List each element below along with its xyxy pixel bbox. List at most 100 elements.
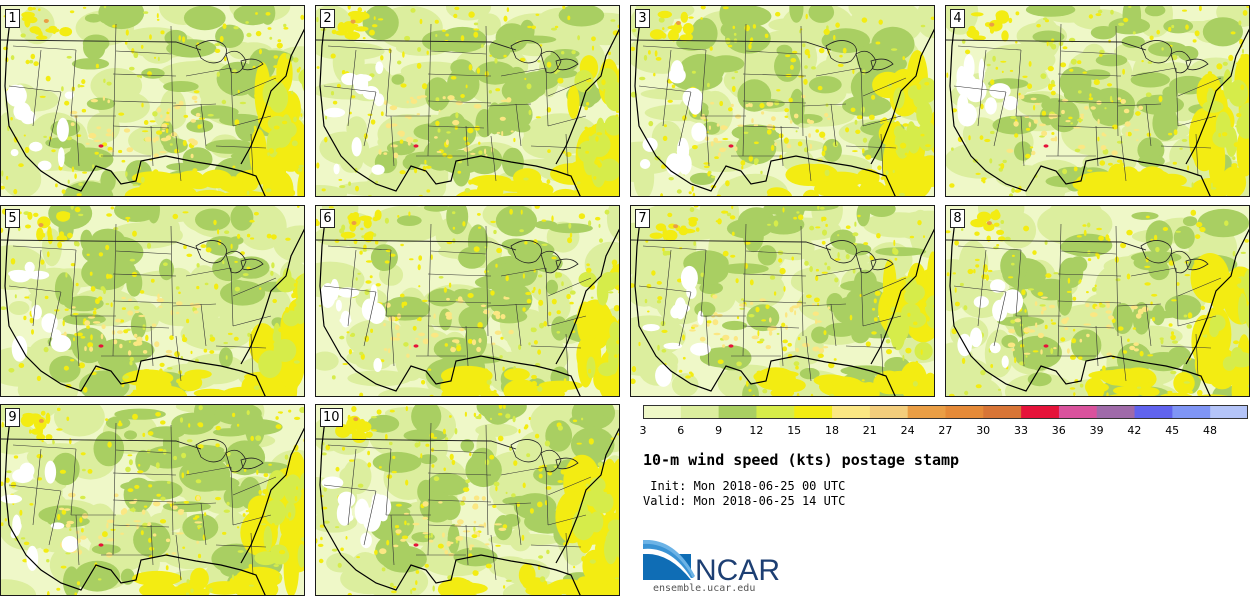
wind-speed-patch	[909, 367, 916, 373]
member-map-panel[interactable]: 8	[945, 205, 1250, 397]
wind-speed-patch	[456, 345, 462, 352]
wind-speed-patch	[92, 321, 101, 324]
member-map-panel[interactable]: 10	[315, 404, 620, 596]
wind-speed-patch	[20, 110, 36, 125]
wind-speed-patch	[139, 290, 145, 294]
wind-speed-patch	[190, 350, 193, 355]
wind-speed-patch	[279, 574, 282, 581]
wind-speed-patch	[44, 295, 49, 300]
colorbar-swatch	[945, 405, 984, 419]
wind-speed-patch	[475, 61, 516, 85]
wind-speed-patch	[224, 230, 230, 234]
wind-speed-patch	[558, 6, 605, 27]
wind-speed-patch	[604, 315, 607, 321]
wind-speed-patch	[845, 254, 850, 260]
wind-speed-patch	[391, 590, 397, 594]
wind-speed-patch	[1116, 159, 1123, 163]
wind-speed-patch	[383, 152, 388, 155]
wind-speed-patch	[1148, 41, 1187, 57]
wind-speed-patch	[1033, 104, 1036, 111]
wind-speed-patch	[294, 496, 298, 502]
member-map-panel[interactable]: 3	[630, 5, 935, 197]
wind-speed-patch	[452, 226, 456, 230]
member-number-label: 7	[635, 209, 650, 228]
wind-speed-patch	[584, 126, 588, 130]
wind-speed-patch	[23, 315, 27, 321]
wind-speed-patch	[346, 331, 350, 334]
wind-speed-patch	[1144, 282, 1151, 286]
wind-speed-patch	[165, 565, 169, 571]
wind-speed-patch	[877, 165, 882, 171]
wind-speed-patch	[655, 364, 672, 387]
wind-speed-patch	[550, 163, 595, 185]
wind-speed-patch	[503, 54, 507, 58]
wind-speed-patch	[160, 30, 165, 35]
wind-speed-patch	[492, 504, 497, 508]
wind-speed-patch	[746, 380, 749, 387]
wind-speed-patch	[253, 126, 257, 131]
wind-speed-patch	[435, 97, 440, 102]
wind-speed-patch	[585, 150, 589, 154]
wind-speed-patch	[905, 311, 927, 328]
wind-speed-patch	[178, 444, 225, 455]
member-map-panel[interactable]: 2	[315, 5, 620, 197]
wind-speed-patch	[719, 100, 724, 107]
wind-speed-patch	[1043, 17, 1048, 21]
wind-speed-patch	[195, 479, 202, 484]
wind-speed-patch	[1021, 289, 1026, 296]
wind-speed-patch	[1037, 332, 1044, 339]
wind-speed-patch	[510, 130, 514, 133]
wind-speed-patch	[236, 233, 241, 239]
wind-speed-patch	[1249, 330, 1250, 334]
member-map-panel[interactable]: 4	[945, 5, 1250, 197]
wind-speed-patch	[915, 360, 919, 365]
wind-speed-patch	[237, 550, 244, 553]
wind-speed-patch	[413, 144, 419, 148]
wind-speed-patch	[414, 168, 418, 174]
wind-speed-patch	[1237, 294, 1241, 297]
wind-speed-patch	[770, 144, 775, 151]
wind-speed-patch	[1138, 105, 1144, 111]
wind-speed-patch	[1230, 31, 1236, 35]
wind-speed-patch	[606, 491, 611, 495]
wind-speed-patch	[301, 489, 304, 494]
wind-speed-patch	[242, 273, 249, 277]
wind-speed-patch	[394, 525, 400, 529]
wind-speed-patch	[52, 438, 55, 445]
wind-speed-patch	[1236, 277, 1242, 284]
member-map-panel[interactable]: 9	[0, 404, 305, 596]
wind-speed-patch	[925, 144, 932, 148]
wind-speed-patch	[370, 328, 374, 333]
wind-speed-patch	[208, 595, 211, 596]
wind-speed-patch	[446, 206, 469, 235]
member-map-panel[interactable]: 5	[0, 205, 305, 397]
wind-speed-patch	[448, 372, 452, 377]
wind-speed-patch	[121, 296, 126, 300]
wind-speed-patch	[975, 264, 980, 268]
member-map-panel[interactable]: 7	[630, 205, 935, 397]
wind-speed-patch	[409, 96, 414, 100]
wind-speed-patch	[671, 373, 699, 396]
wind-speed-patch	[909, 235, 915, 239]
member-map-panel[interactable]: 6	[315, 205, 620, 397]
wind-speed-patch	[427, 288, 458, 307]
wind-speed-patch	[1171, 54, 1178, 61]
wind-speed-patch	[300, 113, 303, 117]
wind-speed-patch	[75, 282, 79, 287]
member-map-panel[interactable]: 1	[0, 5, 305, 197]
wind-speed-patch	[752, 394, 756, 396]
wind-speed-patch	[648, 120, 654, 127]
wind-speed-patch	[1097, 9, 1103, 14]
wind-speed-patch	[60, 565, 67, 569]
wind-speed-patch	[494, 330, 502, 335]
wind-speed-patch	[457, 170, 462, 174]
wind-speed-patch	[926, 251, 934, 307]
wind-speed-patch	[157, 174, 161, 180]
wind-speed-patch	[1133, 342, 1139, 346]
wind-speed-patch	[717, 359, 724, 365]
wind-speed-patch	[417, 264, 421, 271]
wind-speed-patch	[391, 470, 397, 474]
wind-speed-patch	[249, 219, 255, 223]
wind-speed-patch	[533, 340, 538, 345]
wind-speed-patch	[1240, 84, 1245, 91]
